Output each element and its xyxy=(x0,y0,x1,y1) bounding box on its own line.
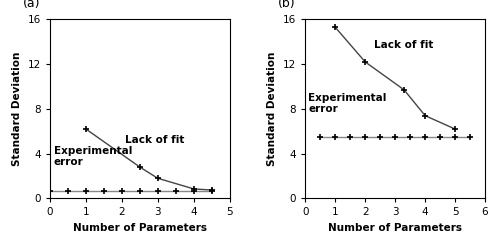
Text: Experimental
error: Experimental error xyxy=(308,93,386,114)
X-axis label: Number of Parameters: Number of Parameters xyxy=(73,223,207,233)
Text: Lack of fit: Lack of fit xyxy=(126,135,185,145)
X-axis label: Number of Parameters: Number of Parameters xyxy=(328,223,462,233)
Text: Lack of fit: Lack of fit xyxy=(374,40,434,50)
Y-axis label: Standard Deviation: Standard Deviation xyxy=(12,52,22,166)
Text: (a): (a) xyxy=(23,0,40,10)
Text: Experimental
error: Experimental error xyxy=(54,145,132,167)
Text: (b): (b) xyxy=(278,0,296,10)
Y-axis label: Standard Deviation: Standard Deviation xyxy=(268,52,278,166)
